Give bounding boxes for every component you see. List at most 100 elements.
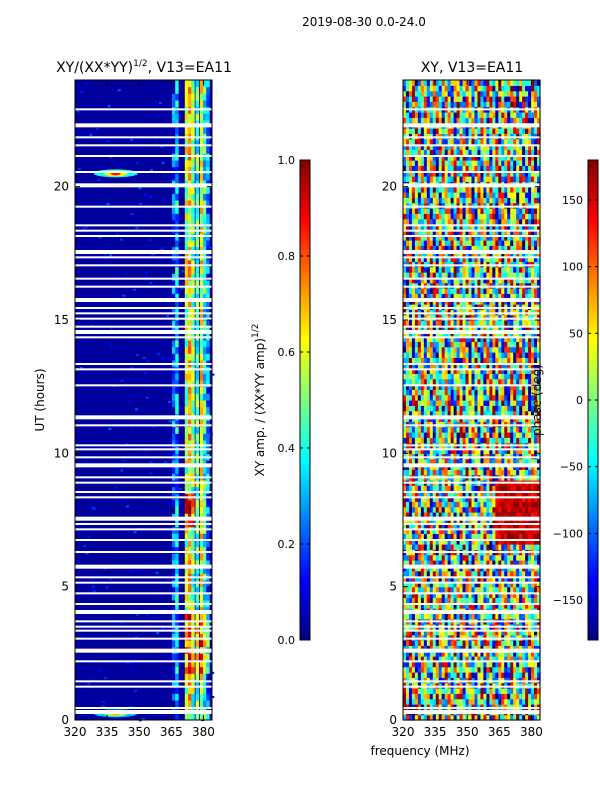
phase-cell [438, 661, 443, 668]
phase-cell [450, 432, 455, 438]
phase-cell [471, 389, 476, 396]
phase-cell [528, 437, 532, 444]
amp-cell [171, 540, 176, 548]
phase-cell [498, 506, 502, 513]
phase-cell [537, 496, 541, 502]
phase-cell [474, 304, 479, 310]
phase-cell [429, 528, 434, 534]
phase-cell [429, 533, 434, 540]
phase-cell [489, 469, 493, 476]
amp-cell [188, 666, 192, 674]
phase-cell [483, 341, 487, 348]
phase-cell [403, 592, 407, 598]
phase-cell [438, 469, 443, 476]
amp-cell [175, 713, 179, 721]
phase-cell [408, 378, 413, 385]
phase-cell [459, 645, 464, 652]
phase-cell [459, 501, 464, 508]
amp-cell [184, 406, 189, 414]
amp-cell [171, 406, 176, 414]
phase-cell [537, 698, 541, 705]
colorbar-tick-label: 0.0 [278, 634, 296, 647]
phase-cell [453, 405, 458, 412]
amp-cell [171, 293, 176, 301]
amp-cell [206, 386, 210, 394]
phase-cell [504, 570, 508, 577]
phase-cell [435, 528, 440, 534]
flagged-gap [75, 660, 212, 663]
phase-cell [483, 320, 487, 326]
phase-cell [510, 672, 514, 678]
phase-cell [405, 336, 410, 342]
phase-cell [471, 544, 476, 550]
phase-cell [501, 602, 505, 609]
phase-cell [426, 528, 431, 534]
phase-cell [537, 501, 541, 508]
phase-cell [441, 640, 446, 646]
phase-cell [429, 496, 434, 502]
phase-cell [417, 357, 422, 364]
phase-cell [471, 698, 476, 705]
phase-cell [432, 528, 437, 534]
amp-cell [203, 300, 207, 308]
amp-cell [199, 213, 204, 221]
phase-cell [516, 560, 520, 566]
amp-cell [175, 440, 179, 448]
phase-cell [495, 533, 499, 540]
phase-cell [438, 325, 443, 332]
phase-cell [405, 586, 410, 593]
amp-cell [123, 499, 127, 502]
phase-cell [450, 314, 455, 321]
phase-cell [468, 453, 473, 460]
phase-cell [465, 661, 470, 668]
amp-cell [188, 713, 192, 721]
phase-cell [411, 453, 416, 460]
phase-cell [516, 384, 520, 390]
amp-cell [132, 288, 136, 291]
phase-cell [465, 592, 470, 598]
phase-cell [474, 629, 479, 636]
phase-cell [435, 400, 440, 406]
phase-cell [423, 352, 428, 358]
phase-cell [438, 640, 443, 646]
phase-cell [411, 421, 416, 428]
phase-cell [435, 688, 440, 694]
phase-cell [519, 405, 523, 412]
phase-cell [408, 544, 413, 550]
phase-cell [534, 496, 538, 502]
phase-cell [486, 400, 490, 406]
phase-cell [498, 672, 502, 678]
flagged-gap [75, 539, 212, 541]
amp-cell [191, 266, 195, 274]
amp-cell [175, 320, 179, 328]
phase-cell [510, 410, 514, 417]
phase-cell [522, 496, 526, 502]
phase-cell [477, 528, 482, 534]
phase-cell [447, 528, 452, 534]
phase-cell [483, 453, 487, 460]
phase-cell [435, 677, 440, 684]
phase-cell [435, 357, 440, 364]
phase-cell [513, 325, 517, 332]
phase-cell [408, 661, 413, 668]
amp-cell [195, 80, 200, 88]
phase-cell [480, 346, 485, 353]
phase-cell [453, 656, 458, 662]
amp-cell [175, 533, 179, 541]
phase-cell [408, 293, 413, 300]
phase-cell [537, 362, 541, 369]
amp-cell [165, 654, 169, 657]
phase-cell [474, 512, 479, 518]
phase-cell [537, 325, 541, 332]
phase-cell [456, 437, 461, 444]
phase-cell [519, 400, 523, 406]
amp-cell [171, 673, 176, 681]
amp-cell [195, 173, 200, 181]
phase-cell [414, 394, 419, 401]
phase-cell [468, 688, 473, 694]
phase-cell [411, 506, 416, 513]
phase-cell [403, 320, 407, 326]
amp-cell [87, 535, 91, 538]
phase-cell [504, 432, 508, 438]
amp-cell [171, 666, 176, 674]
